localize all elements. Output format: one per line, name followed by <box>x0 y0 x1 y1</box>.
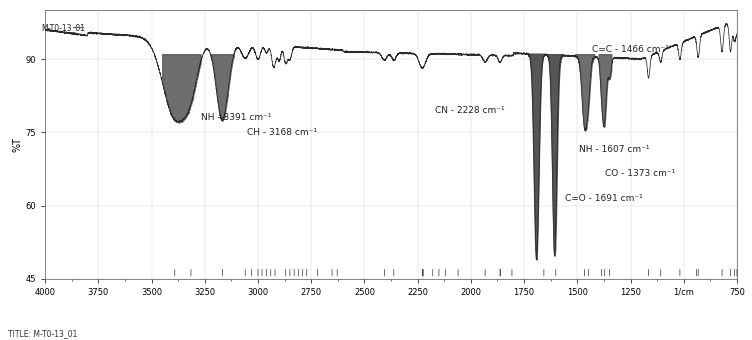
Y-axis label: %T: %T <box>13 137 23 152</box>
Text: NH - 3391 cm⁻¹: NH - 3391 cm⁻¹ <box>201 113 271 122</box>
Text: CN - 2228 cm⁻¹: CN - 2228 cm⁻¹ <box>435 106 505 115</box>
Text: C=C - 1466 cm⁻¹: C=C - 1466 cm⁻¹ <box>593 45 669 54</box>
Text: TITLE: M-T0-13_01: TITLE: M-T0-13_01 <box>8 329 77 339</box>
Text: CH - 3168 cm⁻¹: CH - 3168 cm⁻¹ <box>247 128 317 137</box>
Text: C=O - 1691 cm⁻¹: C=O - 1691 cm⁻¹ <box>565 194 642 203</box>
Text: NH - 1607 cm⁻¹: NH - 1607 cm⁻¹ <box>580 145 650 154</box>
Text: CO - 1373 cm⁻¹: CO - 1373 cm⁻¹ <box>605 169 675 178</box>
Text: M-T0-13_01: M-T0-13_01 <box>41 23 86 32</box>
